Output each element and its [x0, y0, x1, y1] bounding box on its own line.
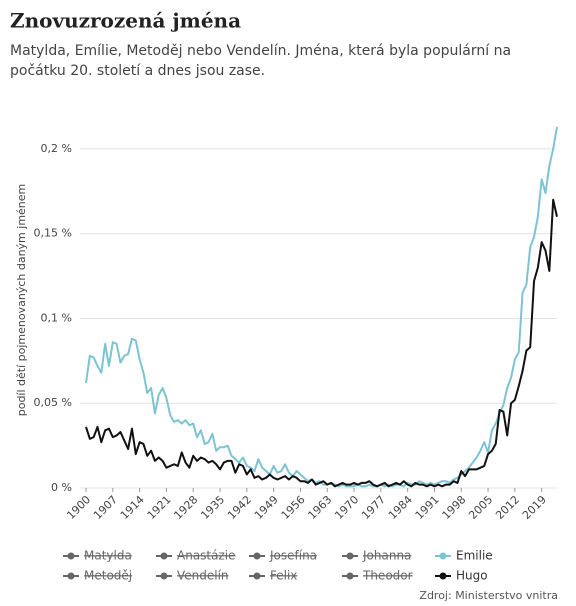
legend-swatch	[439, 572, 447, 580]
x-tick-label: 1900	[64, 493, 93, 522]
legend-swatch	[253, 572, 261, 580]
legend-item[interactable]: Felix	[249, 569, 297, 583]
x-tick-label: 1998	[440, 493, 469, 522]
x-tick-label: 1956	[279, 493, 308, 522]
y-axis-label: podíl dětí pojmenovaných daným jménem	[15, 184, 28, 417]
x-tick-label: 1921	[145, 493, 174, 522]
legend-label: Matylda	[84, 549, 132, 563]
x-tick-label: 1991	[413, 493, 442, 522]
x-tick-label: 2005	[466, 493, 495, 522]
legend-swatch	[160, 552, 168, 560]
x-tick-label: 1970	[332, 493, 361, 522]
x-tick-label: 1984	[386, 493, 415, 522]
x-tick-label: 2019	[520, 493, 549, 522]
subtitle: počátku 20. století a dnes jsou zase.	[10, 63, 265, 79]
x-tick-label: 1977	[359, 493, 388, 522]
series-line	[85, 198, 558, 488]
legend-item[interactable]: Vendelín	[156, 569, 229, 583]
y-tick-label: 0,1 %	[41, 311, 72, 324]
legend-label: Josefína	[269, 549, 317, 563]
legend-item[interactable]: Anastázie	[156, 549, 236, 563]
y-tick-label: 0,15 %	[34, 227, 72, 240]
legend-swatch	[67, 572, 75, 580]
legend-item[interactable]: Hugo	[435, 569, 488, 583]
legend-swatch	[253, 552, 261, 560]
y-tick-label: 0,2 %	[41, 142, 72, 155]
y-tick-label: 0 %	[51, 481, 72, 494]
legend-item[interactable]: Emilie	[435, 549, 493, 563]
legend-label: Anastázie	[177, 549, 236, 563]
legend-item[interactable]: Theodor	[342, 569, 413, 583]
x-tick-label: 1963	[305, 493, 334, 522]
x-tick-label: 1949	[252, 493, 281, 522]
legend-swatch	[346, 572, 354, 580]
legend-item[interactable]: Metoděj	[63, 569, 132, 583]
legend-swatch	[439, 552, 447, 560]
legend-item[interactable]: Matylda	[63, 549, 132, 563]
legend-label: Vendelín	[177, 569, 229, 583]
subtitle: Matylda, Emílie, Metoděj nebo Vendelín. …	[10, 43, 511, 59]
series-line	[85, 126, 558, 488]
legend-label: Metoděj	[84, 569, 132, 583]
legend-swatch	[67, 552, 75, 560]
legend-label: Emilie	[456, 549, 493, 563]
legend-swatch	[160, 572, 168, 580]
source: Zdroj: Ministerstvo vnitra	[419, 589, 558, 602]
legend-label: Johanna	[362, 549, 411, 563]
y-tick-label: 0,05 %	[34, 396, 72, 409]
legend-label: Felix	[270, 569, 297, 583]
x-tick-label: 1935	[198, 493, 227, 522]
legend-item[interactable]: Johanna	[342, 549, 411, 563]
x-tick-label: 1942	[225, 493, 254, 522]
x-tick-label: 1928	[171, 493, 200, 522]
legend-swatch	[346, 552, 354, 560]
legend-label: Theodor	[362, 569, 413, 583]
x-tick-label: 2012	[493, 493, 522, 522]
legend-item[interactable]: Josefína	[249, 549, 317, 563]
x-tick-label: 1914	[118, 493, 147, 522]
x-tick-label: 1907	[91, 493, 120, 522]
chart-title: Znovuzrozená jména	[10, 9, 241, 33]
legend-label: Hugo	[456, 569, 488, 583]
